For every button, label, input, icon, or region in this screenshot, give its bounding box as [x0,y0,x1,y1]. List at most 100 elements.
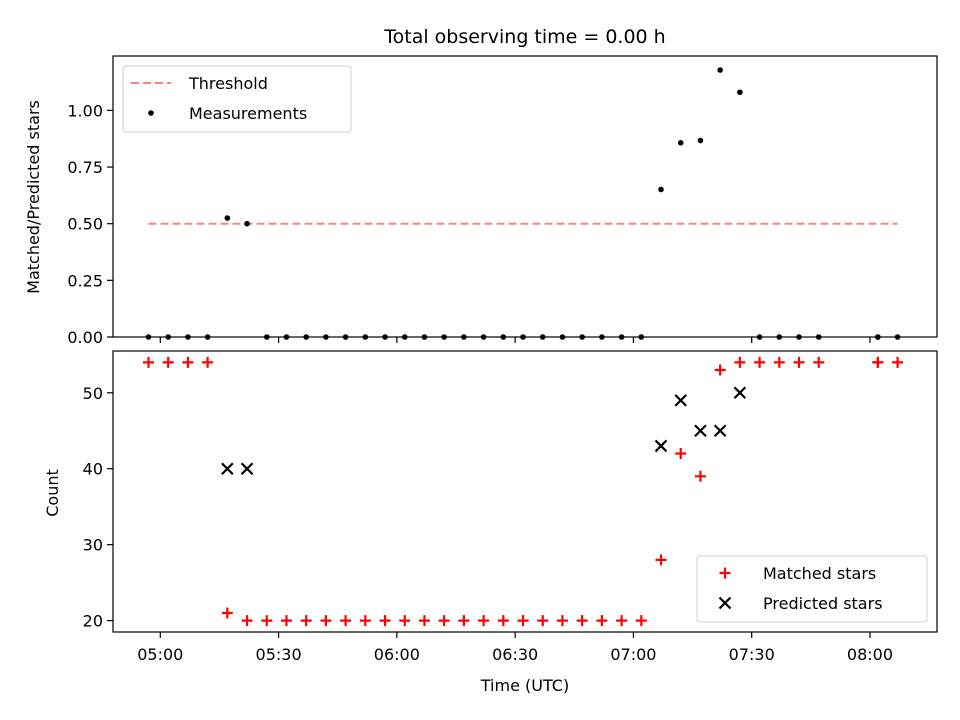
measurement-point [677,139,684,146]
chart-title: Total observing time = 0.00 h [383,26,665,48]
measurement-point [323,334,329,340]
matched-stars-point [537,615,549,627]
measurement-point [737,89,743,96]
matched-stars-point [497,615,509,627]
matched-stars-point [517,615,529,627]
measurement-point [756,334,763,340]
matched-stars-point [340,615,352,627]
measurement-point [303,334,309,340]
matched-stars-point [399,615,411,627]
measurement-point [697,137,704,144]
measurement-point [461,334,467,340]
matched-stars-point [655,554,667,566]
predicted-stars-point [221,462,234,475]
bottom-y-tick-label: 30 [83,536,103,555]
measurement-point [204,334,211,340]
predicted-stars-point [713,424,727,438]
matched-stars-point [202,356,214,368]
legend-predicted-swatch [718,596,732,610]
measurement-point [185,334,191,340]
measurement-point [342,334,349,340]
bottom-y-tick-label: 40 [83,460,103,479]
matched-stars-point [359,615,371,627]
bottom-axes-frame [112,350,938,633]
top-y-tick-label: 0.25 [67,271,103,290]
matched-stars-point [576,615,588,627]
matched-stars-point [793,356,805,368]
matched-stars-point [714,364,726,376]
top-legend-label: Threshold [188,74,268,93]
measurement-point [145,334,152,340]
measurement-point [539,334,546,340]
matched-stars-point [261,615,273,627]
matched-stars-point [556,615,568,627]
bottom-plot-area: 20 30 40 50 05:00 05:30 06:00 06:30 07:00 07:30 08… [83,350,938,664]
matched-stars-point [379,615,391,627]
top-legend-box [122,65,352,133]
measurement-point [638,334,645,340]
measurement-point [263,334,270,340]
measurement-point [441,334,447,340]
measurement-point [658,186,664,193]
matched-stars-point [418,615,430,627]
predicted-stars-point [733,386,747,400]
measurement-point [776,334,783,340]
x-tick-label: 05:00 [137,645,183,664]
bottom-series-2 [221,386,747,475]
top-legend: Threshold Measurements [122,65,352,133]
matched-stars-point [478,615,490,627]
measurement-point [717,67,723,73]
measurement-point [815,334,822,340]
x-tick-label: 07:00 [610,645,656,664]
predicted-stars-point [654,439,668,453]
bottom-y-tick-label: 50 [83,384,103,403]
bottom-series-1 [142,356,904,627]
matched-stars-point [221,607,233,619]
matched-stars-point [773,356,785,368]
matched-stars-point [872,356,884,368]
matched-stars-point [280,615,292,627]
measurement-point [401,334,408,340]
x-tick-label: 06:30 [492,645,538,664]
measurement-point [520,334,526,340]
matched-stars-point [892,356,904,368]
top-series-1 [145,67,901,340]
measurement-point [421,334,428,340]
top-y-tick-label: 0.75 [67,158,103,177]
matched-stars-point [320,615,332,627]
bottom-legend: Matched stars Predicted stars [696,555,928,623]
matched-stars-point [675,448,687,460]
x-axis-label: Time (UTC) [480,676,569,695]
x-tick-label: 06:00 [374,645,420,664]
measurement-point [283,334,290,340]
measurement-point [362,334,369,340]
measurement-point [599,334,605,340]
measurement-point [244,220,250,227]
measurement-point [224,215,231,221]
top-y-tick-label: 0.50 [67,215,103,234]
predicted-stars-point [240,462,254,475]
matched-stars-point [813,356,825,368]
measurement-point [579,334,585,340]
matched-stars-point [458,615,470,627]
legend-matched-swatch [719,567,731,579]
measurement-point [796,334,802,340]
matched-stars-point [734,356,746,368]
matched-stars-point [616,615,628,627]
x-tick-label: 05:30 [256,645,302,664]
predicted-stars-point [694,424,707,438]
matched-stars-point [300,615,312,627]
bottom-y-tick-label: 20 [83,612,103,631]
top-y-tick-label: 1.00 [67,101,103,120]
bottom-legend-label: Predicted stars [763,594,883,613]
bottom-legend-box [696,555,928,623]
x-tick-label: 07:30 [729,645,775,664]
top-legend-label: Measurements [189,104,307,123]
matched-stars-point [182,356,194,368]
top-plot-area: 0.00 0.25 0.50 0.75 1.00 Threshold Measurement… [67,55,938,347]
matched-stars-point [635,615,647,627]
measurement-point [500,334,507,340]
measurement-point [165,334,171,340]
measurement-point [480,334,487,340]
